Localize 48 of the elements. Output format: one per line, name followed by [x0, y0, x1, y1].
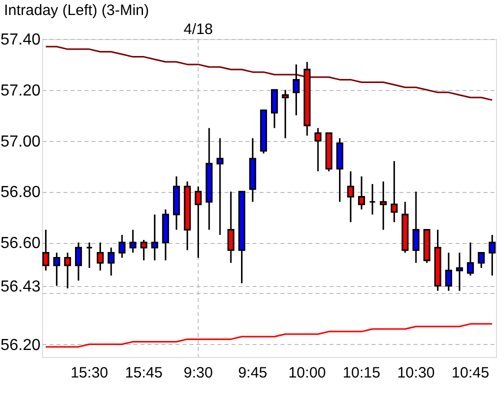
x-tick-label: 10:15 — [342, 364, 380, 382]
candlestick — [390, 160, 398, 223]
candlestick — [194, 186, 202, 259]
candlestick — [488, 234, 496, 276]
candlestick — [86, 242, 93, 269]
y-tick-label: 56.60 — [0, 235, 41, 252]
y-tick-label: 56.43 — [0, 278, 41, 296]
x-tick-label: 10:45 — [452, 364, 490, 382]
candlestick — [140, 239, 148, 262]
candlestick — [282, 89, 289, 139]
y-tick-label: 56.20 — [0, 336, 41, 354]
x-tick-label: 15:30 — [70, 364, 108, 382]
y-tick-label: 57.00 — [0, 133, 41, 150]
chart-title: Intraday (Left) (3-Min) — [4, 2, 150, 19]
candlestick — [456, 252, 463, 292]
candlestick — [478, 252, 485, 269]
candlestick — [445, 252, 452, 292]
line-series — [45, 323, 493, 348]
candlestick — [216, 137, 224, 236]
y-tick-label: 57.40 — [0, 32, 41, 48]
candlestick — [270, 89, 278, 129]
candlestick — [466, 242, 474, 276]
candlestick — [96, 242, 104, 272]
candlestick — [42, 229, 50, 272]
candlestick — [53, 252, 60, 287]
candlestick — [227, 190, 234, 264]
candlestick — [412, 190, 420, 264]
x-tick-label: 9:45 — [238, 364, 268, 382]
candlestick — [64, 252, 72, 290]
candlestick — [347, 170, 354, 223]
candlestick — [380, 180, 387, 231]
x-tick-label: 10:30 — [397, 364, 435, 382]
candlestick — [151, 214, 158, 262]
y-tick-label: 57.20 — [0, 82, 41, 100]
ref-line-label: 4/18 — [184, 21, 213, 38]
x-tick-label: 10:00 — [288, 364, 326, 382]
line-series — [45, 46, 493, 101]
candlestick — [292, 64, 300, 116]
candlestick — [314, 127, 322, 172]
candlestick — [129, 229, 136, 254]
x-tick-label: 15:45 — [125, 364, 163, 382]
candlestick — [118, 234, 126, 259]
candlestick — [108, 246, 115, 276]
candlestick — [75, 242, 82, 282]
y-tick-label: 56.80 — [0, 184, 41, 202]
x-tick-label: 9:30 — [184, 364, 213, 382]
candlestick — [358, 176, 366, 210]
candlestick — [368, 183, 376, 216]
